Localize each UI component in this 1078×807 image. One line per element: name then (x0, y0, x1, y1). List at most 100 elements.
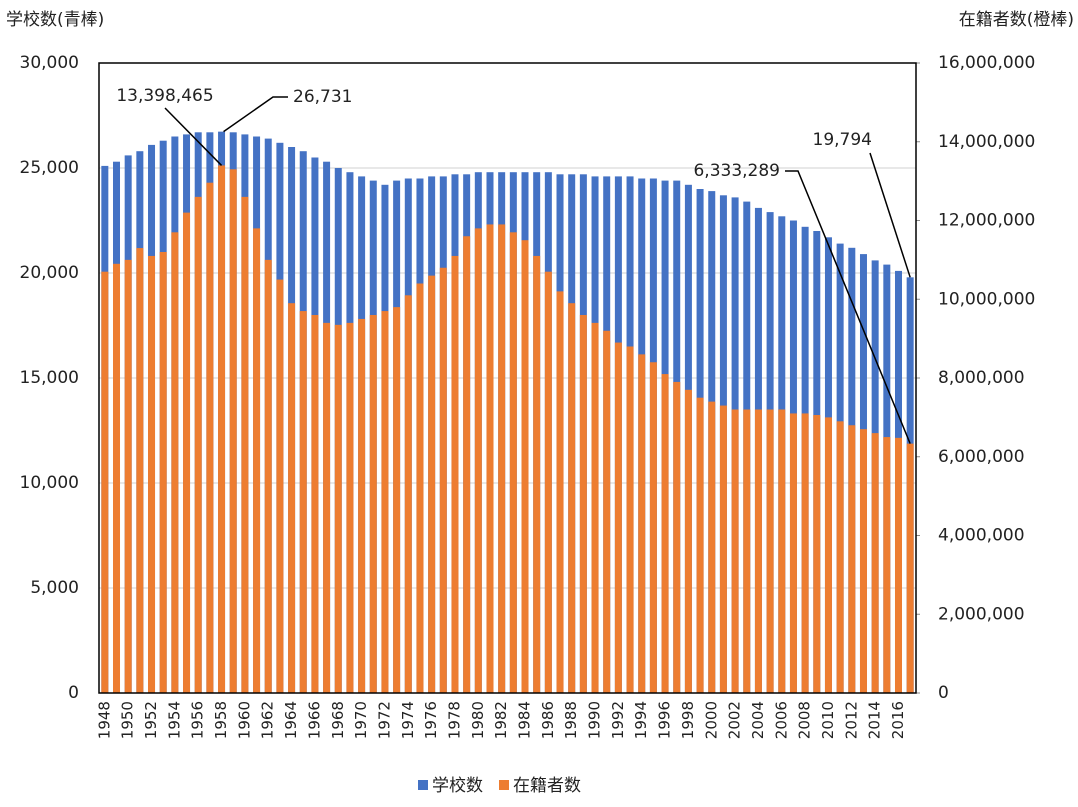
x-tick-label: 1964 (282, 701, 300, 739)
x-tick-label: 1966 (305, 701, 323, 739)
x-tick-label: 1998 (679, 701, 697, 739)
y-tick-label: 30,000 (20, 53, 79, 73)
bar (101, 271, 109, 693)
x-tick-label: 1972 (375, 701, 393, 739)
data-label: 13,398,465 (116, 86, 213, 106)
bar (836, 421, 844, 693)
bar (393, 307, 401, 693)
bar (603, 330, 611, 693)
bar (533, 255, 541, 693)
y2-tick-label: 8,000,000 (938, 368, 1025, 388)
bar (498, 224, 506, 693)
x-tick-label: 1990 (586, 701, 604, 739)
bar (848, 425, 856, 693)
bar (171, 232, 179, 693)
x-tick-label: 1952 (142, 701, 160, 739)
x-tick-label: 2012 (842, 701, 860, 739)
bar (346, 322, 354, 693)
legend-swatch (499, 780, 509, 790)
bar (766, 409, 774, 693)
bar (801, 413, 809, 693)
bar (369, 315, 377, 693)
x-tick-label: 2000 (702, 701, 720, 739)
bar (136, 248, 144, 693)
y-tick-label: 15,000 (20, 368, 79, 388)
y-tick-label: 5,000 (30, 578, 79, 598)
bar (521, 240, 529, 693)
x-tick-label: 1986 (539, 701, 557, 739)
bar (183, 212, 191, 693)
x-tick-label: 2016 (889, 701, 907, 739)
bar (451, 255, 459, 693)
bar (638, 354, 646, 693)
bar (673, 381, 681, 693)
bar (229, 169, 237, 693)
bar (859, 429, 867, 693)
bar (626, 346, 634, 693)
plot-border (98, 62, 917, 694)
x-tick-label: 2014 (866, 701, 884, 739)
bar (323, 322, 331, 693)
leader-line (785, 170, 911, 444)
bar (206, 182, 214, 693)
x-tick-label: 1968 (329, 701, 347, 739)
legend-swatch (418, 780, 428, 790)
x-tick-label: 1992 (609, 701, 627, 739)
bar (299, 311, 307, 693)
x-tick-label: 1976 (422, 701, 440, 739)
bar (614, 342, 622, 693)
bar (416, 283, 424, 693)
bar (696, 397, 704, 693)
bar (241, 196, 249, 693)
bar (486, 224, 494, 693)
x-tick-label: 1994 (632, 701, 650, 739)
bar (719, 405, 727, 693)
bar (124, 259, 132, 693)
x-tick-label: 1982 (492, 701, 510, 739)
bar (264, 259, 272, 693)
bar (218, 165, 226, 694)
bar (428, 275, 436, 693)
bar (253, 228, 261, 693)
x-tick-label: 1988 (562, 701, 580, 739)
x-tick-label: 1962 (259, 701, 277, 739)
x-tick-label: 1958 (212, 701, 230, 739)
x-tick-label: 1954 (165, 701, 183, 739)
y2-tick-label: 6,000,000 (938, 447, 1025, 467)
y-tick-label: 0 (68, 683, 79, 703)
bar (288, 303, 296, 693)
bar (684, 389, 692, 693)
x-tick-label: 2006 (772, 701, 790, 739)
y2-tick-label: 0 (938, 683, 949, 703)
x-tick-label: 2002 (726, 701, 744, 739)
bar (789, 413, 797, 693)
bar (148, 255, 156, 693)
bar (708, 401, 716, 693)
y2-tick-label: 12,000,000 (938, 211, 1035, 231)
y2-tick-label: 10,000,000 (938, 289, 1035, 309)
x-tick-label: 2010 (819, 701, 837, 739)
bar (579, 315, 587, 693)
x-tick-label: 1980 (469, 701, 487, 739)
y2-tick-label: 2,000,000 (938, 604, 1025, 624)
y2-tick-label: 16,000,000 (938, 53, 1035, 73)
bar (906, 443, 914, 693)
y-tick-label: 20,000 (20, 263, 79, 283)
bar (824, 417, 832, 693)
bar (474, 228, 482, 693)
x-tick-label: 1974 (399, 701, 417, 739)
bar (159, 252, 167, 693)
x-tick-label: 1948 (95, 701, 113, 739)
bar (813, 415, 821, 693)
y-tick-label: 25,000 (20, 158, 79, 178)
y2-axis-title: 在籍者数(橙棒) (959, 10, 1074, 30)
y2-tick-label: 4,000,000 (938, 526, 1025, 546)
x-tick-label: 1996 (656, 701, 674, 739)
bar (556, 291, 564, 693)
legend-label: 在籍者数 (513, 776, 581, 796)
bar (276, 279, 284, 693)
bar (311, 315, 319, 693)
x-tick-label: 1978 (445, 701, 463, 739)
bar (649, 362, 657, 693)
y-axis-title: 学校数(青棒) (6, 10, 104, 30)
